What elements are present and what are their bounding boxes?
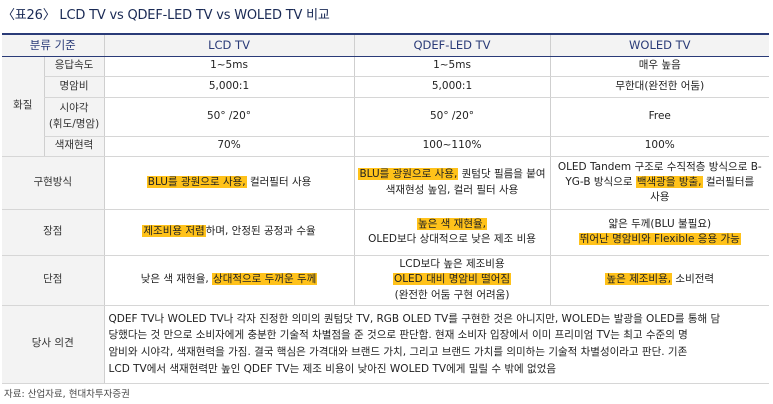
row-label-implementation: 구현방식: [2, 156, 105, 210]
cell-qdef-color-gamut: 100~110%: [353, 136, 551, 157]
opinion-line2: 당했다는 것 만으로 소비자에게 충분한 기술적 차별점을 준 것으로 판단함.…: [108, 329, 688, 342]
cell-woled-color-gamut: 100%: [549, 136, 770, 157]
header-woled: WOLED TV: [549, 33, 770, 57]
cell-woled-contrast: 무한대(완전한 어둠): [549, 76, 770, 98]
cell-lcd-cons: 낮은 색 재현율, 상대적으로 두꺼운 두께: [103, 255, 355, 306]
row-label-color-gamut: 색재현력: [43, 136, 105, 157]
row-response-time: 화질 응답속도 1~5ms 1~5ms 매우 높음: [2, 56, 770, 157]
cell-qdef-contrast: 5,000:1: [353, 76, 551, 98]
cell-opinion: QDEF TV나 WOLED TV나 각자 진정한 의미의 퀀텀닷 TV, RG…: [103, 305, 770, 384]
woled-implementation-pre: YG-B 방식으로: [565, 175, 636, 188]
row-label-viewing-angle: 시야각 (휘도/명암): [43, 97, 105, 137]
woled-implementation-highlight: 백색광을 방출,: [635, 175, 703, 188]
woled-implementation-post: 컬러필터를: [702, 175, 755, 188]
row-label-viewing-angle-line1: 시야각: [59, 102, 89, 115]
opinion-line3: 암비와 시야각, 색재현력을 가짐. 결국 핵심은 가격대와 브랜드 가치, 그…: [108, 346, 688, 358]
lcd-pros-text: 하며, 안정된 공정과 수율: [205, 225, 316, 238]
row-implementation: 구현방식 BLU를 광원으로 사용, 컬러필터 사용 BLU를 광원으로 사용,…: [2, 156, 770, 210]
cell-qdef-response-time: 1~5ms: [353, 56, 551, 77]
source-note: 자료: 산업자료, 현대차투자증권: [4, 389, 130, 400]
row-viewing-angle: 시야각 (휘도/명암) 50° /20° 50° /20° Free: [2, 97, 770, 137]
qdef-implementation-text: 퀀텀닷 필름을 붙여: [458, 168, 546, 181]
lcd-cons-text: 낮은 색 재현율,: [140, 273, 213, 286]
row-pros: 장점 제조비용 저렴하며, 안정된 공정과 수율 높은 색 재현율, OLED보…: [2, 209, 770, 256]
woled-implementation-line3: 사용: [650, 191, 670, 204]
header-lcd: LCD TV: [103, 33, 355, 57]
group-label-picture-quality: 화질: [2, 56, 44, 157]
cell-woled-response-time: 매우 높음: [549, 56, 770, 77]
row-label-pros: 장점: [2, 209, 105, 256]
cell-lcd-color-gamut: 70%: [103, 136, 355, 157]
lcd-implementation-text: 컬러필터 사용: [246, 175, 312, 188]
header-category: 분류 기준: [2, 33, 105, 57]
cell-lcd-response-time: 1~5ms: [103, 56, 355, 77]
row-color-gamut: 색재현력 70% 100~110% 100%: [2, 136, 770, 157]
row-label-viewing-angle-line2: (휘도/명암): [48, 117, 100, 130]
lcd-implementation-highlight: BLU를 광원으로 사용,: [146, 175, 247, 188]
cell-lcd-pros: 제조비용 저렴하며, 안정된 공정과 수율: [103, 209, 355, 256]
cell-qdef-cons: LCD보다 높은 제조비용 OLED 대비 명암비 떨어짐 (완전한 어둠 구현…: [353, 255, 551, 306]
cell-lcd-implementation: BLU를 광원으로 사용, 컬러필터 사용: [103, 156, 355, 210]
qdef-pros-line2: OLED보다 상대적으로 낮은 제조 비용: [368, 233, 536, 245]
woled-pros-line1: 얇은 두께(BLU 불필요): [608, 217, 712, 230]
cell-woled-cons: 높은 제조비용, 소비전력: [549, 255, 770, 306]
qdef-cons-highlight: OLED 대비 명암비 떨어짐: [392, 273, 512, 286]
qdef-implementation-highlight: BLU를 광원으로 사용,: [358, 168, 459, 181]
lcd-cons-highlight: 상대적으로 두꺼운 두께: [212, 273, 318, 286]
qdef-pros-highlight: 높은 색 재현율,: [417, 217, 487, 230]
cell-lcd-contrast: 5,000:1: [103, 76, 355, 98]
opinion-line1: QDEF TV나 WOLED TV나 각자 진정한 의미의 퀀텀닷 TV, RG…: [108, 312, 721, 325]
lcd-pros-highlight: 제조비용 저렴: [142, 225, 206, 238]
cell-woled-implementation: OLED Tandem 구조로 수직적층 방식으로 B- YG-B 방식으로 백…: [549, 156, 770, 210]
header-qdef: QDEF-LED TV: [353, 33, 551, 57]
row-label-cons: 단점: [2, 255, 105, 306]
cell-qdef-viewing-angle: 50° /20°: [353, 97, 551, 137]
cell-qdef-implementation: BLU를 광원으로 사용, 퀀텀닷 필름을 붙여 색재현성 높임, 컬러 필터 …: [353, 156, 551, 210]
table-title: 〈표26〉 LCD TV vs QDEF-LED TV vs WOLED TV …: [2, 8, 330, 23]
qdef-implementation-line2: 색재현성 높임, 컬러 필터 사용: [385, 183, 519, 196]
woled-cons-highlight: 높은 제조비용,: [605, 273, 673, 286]
row-label-response-time: 응답속도: [43, 56, 105, 77]
row-opinion: 당사 의견 QDEF TV나 WOLED TV나 각자 진정한 의미의 퀀텀닷 …: [2, 305, 770, 384]
qdef-cons-line1: LCD보다 높은 제조비용: [399, 258, 505, 271]
table-header-row: 분류 기준 LCD TV QDEF-LED TV WOLED TV: [2, 33, 770, 57]
cell-qdef-pros: 높은 색 재현율, OLED보다 상대적으로 낮은 제조 비용: [353, 209, 551, 256]
opinion-line4: LCD TV에서 색재현력만 높인 QDEF TV는 제조 비용이 낮아진 WO…: [108, 362, 557, 375]
cell-woled-pros: 얇은 두께(BLU 불필요) 뛰어난 명암비와 Flexible 응용 가능: [549, 209, 770, 256]
woled-cons-text: 소비전력: [672, 273, 715, 286]
row-label-contrast: 명암비: [43, 76, 105, 98]
cell-lcd-viewing-angle: 50° /20°: [103, 97, 355, 137]
qdef-cons-line3: (완전한 어둠 구현 어려움): [394, 288, 510, 301]
row-label-opinion: 당사 의견: [2, 305, 105, 384]
row-contrast: 명암비 5,000:1 5,000:1 무한대(완전한 어둠): [2, 76, 770, 98]
woled-pros-highlight: 뛰어난 명암비와 Flexible 응용 가능: [578, 233, 741, 245]
row-cons: 단점 낮은 색 재현율, 상대적으로 두꺼운 두께 LCD보다 높은 제조비용 …: [2, 255, 770, 306]
cell-woled-viewing-angle: Free: [549, 97, 770, 137]
woled-implementation-line1: OLED Tandem 구조로 수직적층 방식으로 B-: [557, 160, 762, 173]
comparison-table: 분류 기준 LCD TV QDEF-LED TV WOLED TV 화질 응답속…: [2, 33, 770, 384]
